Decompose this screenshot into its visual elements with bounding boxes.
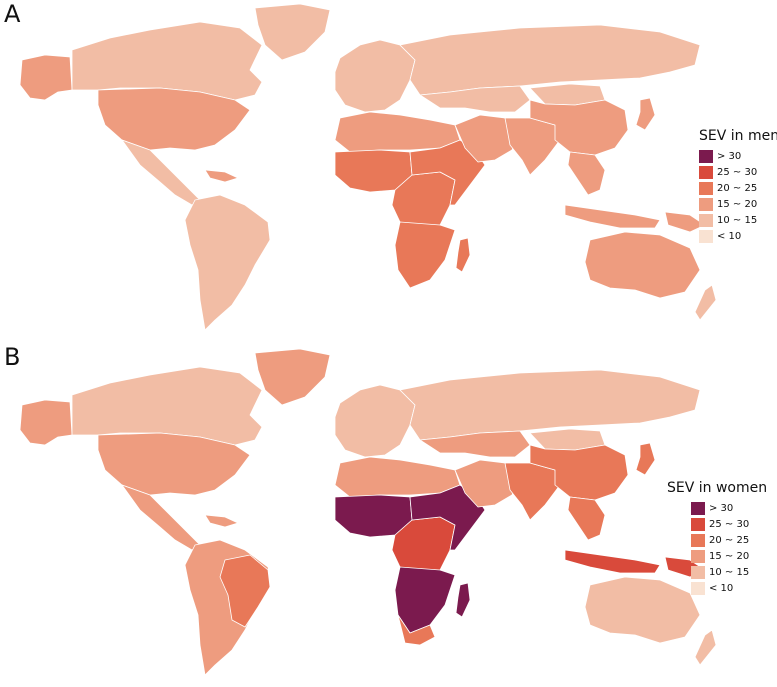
- men-region-png: [664, 211, 706, 233]
- legend-women-title: SEV in women: [667, 480, 768, 496]
- legend-women-item-2: 20 ~ 25: [691, 532, 767, 548]
- legend-women-swatch: [691, 533, 705, 547]
- men-region-north-africa: [334, 111, 461, 153]
- legend-women-swatch: [691, 565, 705, 579]
- men-region-alaska: [19, 54, 73, 101]
- men-region-south-america: [184, 194, 271, 331]
- women-region-central-asia: [419, 430, 531, 458]
- men-region-southeast-asia: [567, 151, 606, 196]
- men-region-caribbean: [204, 169, 239, 183]
- legend-women-item-3: 15 ~ 20: [691, 548, 767, 564]
- women-region-new-zealand: [694, 629, 717, 666]
- men-region-south-asia: [504, 117, 561, 176]
- women-region-alaska: [19, 399, 73, 446]
- legend-men-rows: > 30 25 ~ 30 20 ~ 25 15 ~ 20 10 ~ 15 < 10: [699, 148, 777, 244]
- men-region-greenland: [254, 3, 331, 61]
- legend-men-label: > 30: [717, 150, 742, 162]
- legend-men-item-3: 15 ~ 20: [699, 196, 777, 212]
- women-region-southeast-asia: [567, 496, 606, 541]
- legend-men-swatch: [699, 197, 713, 211]
- legend-men-label: < 10: [717, 230, 742, 242]
- world-map-women: [19, 348, 717, 676]
- legend-women-swatch: [691, 581, 705, 595]
- men-region-china: [529, 99, 629, 156]
- legend-men-item-5: < 10: [699, 228, 777, 244]
- legend-women-item-0: > 30: [691, 500, 767, 516]
- legend-women-item-1: 25 ~ 30: [691, 516, 767, 532]
- legend-women-label: < 10: [709, 582, 734, 594]
- legend-men-item-1: 25 ~ 30: [699, 164, 777, 180]
- women-region-madagascar: [455, 582, 471, 618]
- women-region-australia: [584, 576, 701, 644]
- legend-women-label: 20 ~ 25: [709, 534, 750, 546]
- women-region-southern-africa: [394, 566, 456, 634]
- legend-men-item-0: > 30: [699, 148, 777, 164]
- women-region-caribbean: [204, 514, 239, 528]
- women-region-usa: [97, 432, 251, 496]
- legend-men-swatch: [699, 213, 713, 227]
- legend-men-swatch: [699, 229, 713, 243]
- panel-b-letter: B: [4, 343, 21, 371]
- legend-men-label: 20 ~ 25: [717, 182, 758, 194]
- world-map-men: [19, 3, 717, 331]
- legend-men-title: SEV in men: [699, 128, 777, 144]
- women-region-south-africa: [397, 614, 436, 646]
- men-region-madagascar: [455, 237, 471, 273]
- legend-women-item-4: 10 ~ 15: [691, 564, 767, 580]
- legend-men: SEV in men > 30 25 ~ 30 20 ~ 25 15 ~ 20 10 ~…: [699, 128, 777, 244]
- legend-men-swatch: [699, 149, 713, 163]
- legend-men-label: 15 ~ 20: [717, 198, 758, 210]
- men-region-southern-africa: [394, 221, 456, 289]
- legend-men-swatch: [699, 165, 713, 179]
- men-region-indonesia: [564, 204, 661, 229]
- women-region-japan: [635, 442, 656, 476]
- women-region-greenland: [254, 348, 331, 406]
- women-region-europe: [334, 384, 416, 458]
- legend-men-swatch: [699, 181, 713, 195]
- men-region-russia: [399, 24, 701, 96]
- men-region-central-asia: [419, 85, 531, 113]
- men-region-usa: [97, 87, 251, 151]
- men-region-australia: [584, 231, 701, 299]
- legend-men-label: 25 ~ 30: [717, 166, 758, 178]
- women-region-china: [529, 444, 629, 501]
- women-region-north-africa: [334, 456, 461, 498]
- men-region-europe: [334, 39, 416, 113]
- legend-women-swatch: [691, 517, 705, 531]
- men-region-new-zealand: [694, 284, 717, 321]
- women-region-south-asia: [504, 462, 561, 521]
- legend-women: SEV in women > 30 25 ~ 30 20 ~ 25 15 ~ 20 10…: [667, 480, 767, 596]
- legend-women-swatch: [691, 549, 705, 563]
- women-region-brazil: [219, 554, 271, 628]
- legend-women-label: > 30: [709, 502, 734, 514]
- legend-women-label: 15 ~ 20: [709, 550, 750, 562]
- panel-a-letter: A: [4, 0, 21, 28]
- legend-women-swatch: [691, 501, 705, 515]
- men-region-middle-east: [454, 114, 521, 163]
- women-region-indonesia: [564, 549, 661, 574]
- legend-men-label: 10 ~ 15: [717, 214, 758, 226]
- women-region-russia: [399, 369, 701, 441]
- women-region-middle-east: [454, 459, 521, 508]
- panel-b: B SEV in women > 30 25 ~ 30 20 ~ 25 15 ~ 20…: [0, 343, 777, 687]
- legend-men-item-4: 10 ~ 15: [699, 212, 777, 228]
- legend-women-label: 10 ~ 15: [709, 566, 750, 578]
- panel-a: A SEV in men > 30 25 ~ 30 20 ~ 25 15 ~ 20 10…: [0, 0, 777, 340]
- legend-men-item-2: 20 ~ 25: [699, 180, 777, 196]
- men-region-north-america: [71, 21, 263, 101]
- legend-women-rows: > 30 25 ~ 30 20 ~ 25 15 ~ 20 10 ~ 15 < 10: [691, 500, 767, 596]
- men-region-japan: [635, 97, 656, 131]
- women-region-north-america: [71, 366, 263, 446]
- legend-women-label: 25 ~ 30: [709, 518, 750, 530]
- legend-women-item-5: < 10: [691, 580, 767, 596]
